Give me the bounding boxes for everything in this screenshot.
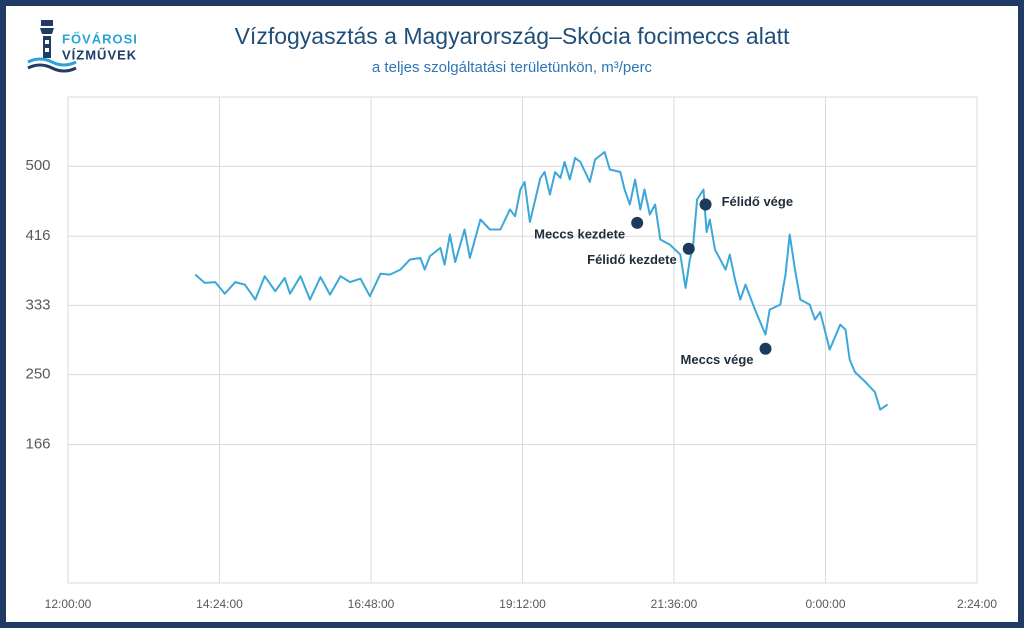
x-tick-label: 12:00:00 bbox=[45, 597, 92, 611]
logo-text: VÍZMŰVEK bbox=[62, 47, 137, 62]
x-tick-label: 19:12:00 bbox=[499, 597, 546, 611]
x-tick-label: 16:48:00 bbox=[348, 597, 395, 611]
x-tick-label: 14:24:00 bbox=[196, 597, 243, 611]
annotation-label: Félidő vége bbox=[722, 194, 794, 209]
logo-text: FŐVÁROSI bbox=[62, 31, 138, 46]
y-tick-label: 333 bbox=[25, 296, 50, 313]
annotation-dot bbox=[699, 198, 712, 211]
annotation-label: Meccs vége bbox=[681, 352, 754, 367]
chart-title: Vízfogyasztás a Magyarország–Skócia foci… bbox=[235, 23, 790, 49]
data-line bbox=[194, 151, 889, 411]
x-tick-label: 21:36:00 bbox=[651, 597, 698, 611]
chart-subtitle: a teljes szolgáltatási területünkön, m³/… bbox=[372, 59, 653, 76]
annotation-dot bbox=[759, 342, 772, 355]
y-tick-label: 166 bbox=[25, 436, 50, 453]
annotation-dot bbox=[631, 216, 644, 229]
y-tick-label: 500 bbox=[25, 157, 50, 174]
annotation-label: Meccs kezdete bbox=[534, 226, 625, 241]
x-tick-label: 2:24:00 bbox=[957, 597, 997, 611]
logo-icon bbox=[27, 20, 77, 73]
y-tick-label: 416 bbox=[25, 227, 50, 244]
x-tick-label: 0:00:00 bbox=[805, 597, 845, 611]
annotation-label: Félidő kezdete bbox=[587, 252, 677, 267]
annotation-dot bbox=[682, 242, 695, 255]
y-tick-label: 250 bbox=[25, 366, 50, 383]
